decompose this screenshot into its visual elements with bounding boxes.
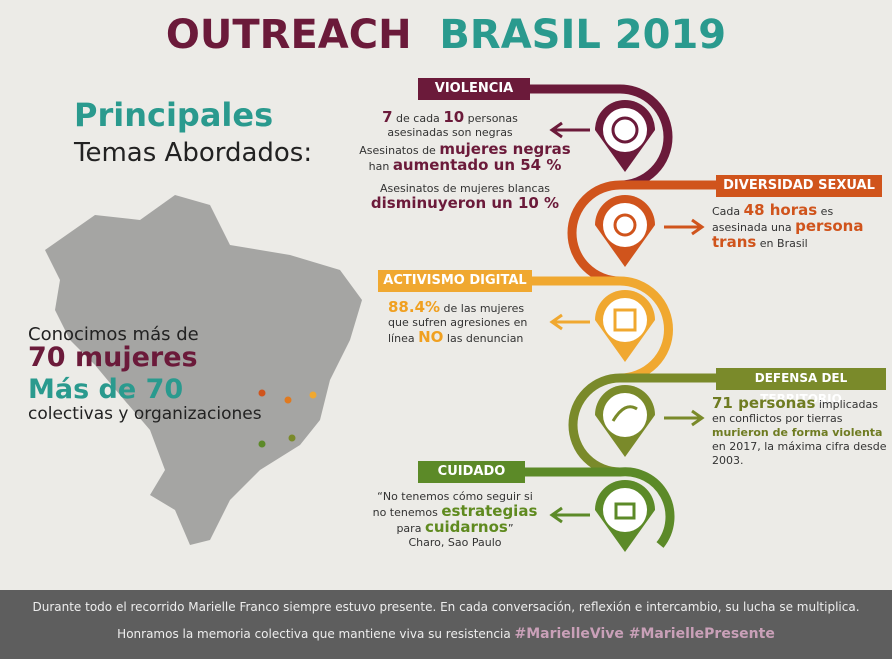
text-part: han — [368, 160, 393, 173]
title-part: OUTREACH — [165, 12, 412, 58]
text-part: estrategias — [441, 502, 538, 520]
path-segment — [568, 373, 716, 477]
topic-text: 88.4% de las mujeres que sufren agresion… — [388, 300, 538, 346]
topic-text: Asesinatos de mujeres negras han aumenta… — [350, 142, 580, 174]
topic-text: “No tenemos cómo seguir si no tenemos es… — [370, 490, 540, 550]
text-part: implicadas en conflictos por tierras — [712, 398, 878, 425]
map-dot — [284, 396, 292, 404]
text-part: para — [396, 522, 425, 535]
stat-collectives: Más de 70 — [28, 374, 184, 405]
topic-text: Cada 48 horas es asesinada una persona t… — [712, 203, 887, 251]
path — [525, 84, 716, 548]
text-part: aumentado un 54 % — [392, 156, 562, 174]
text-part: 7 — [382, 108, 393, 126]
heading: Principales — [74, 96, 274, 134]
map-dot — [258, 440, 266, 448]
topic-label: ACTIVISMO DIGITAL — [383, 273, 527, 288]
text-part: en Brasil — [756, 237, 808, 250]
map-dot — [258, 389, 266, 397]
subheading: Temas Abordados: — [74, 138, 313, 168]
pin — [595, 385, 655, 457]
text-part: ” — [507, 522, 514, 535]
text-part: Asesinatos de mujeres blancas — [379, 182, 551, 195]
arrows — [549, 121, 705, 524]
text-part: murieron de forma violenta — [712, 426, 883, 439]
topic-label: DIVERSIDAD SEXUAL — [723, 178, 875, 193]
path-segment — [525, 467, 675, 548]
path-segment — [530, 84, 673, 190]
title-part: BRASIL 2019 — [439, 12, 727, 58]
stat-women: 70 mujeres — [28, 342, 198, 373]
text-part: persona trans — [712, 217, 864, 251]
text-part: de cada — [392, 112, 444, 125]
text-part: Cada — [712, 205, 744, 218]
text-part: en 2017, la máxima cifra desde 2003. — [712, 440, 887, 467]
text-part: de las mujeres que sufren agresiones en … — [388, 302, 528, 345]
text-part: disminuyeron un 10 % — [370, 194, 560, 212]
topic-text: Asesinatos de mujeres blancas disminuyero… — [360, 182, 570, 212]
text-part: 10 — [443, 108, 465, 126]
map-dot — [309, 391, 317, 399]
footer-text: Honramos la memoria colectiva que mantie… — [117, 627, 515, 641]
stat-collectives-text: colectivas y organizaciones — [28, 404, 262, 424]
pins — [595, 100, 655, 552]
text-part: 88.4% — [388, 298, 441, 316]
topic-label: CUIDADO — [437, 464, 506, 479]
text-part: 71 personas — [712, 394, 816, 412]
text-part: Charo, Sao Paulo — [408, 536, 502, 549]
pin — [595, 480, 655, 552]
pin — [595, 290, 655, 362]
path-segment — [567, 180, 716, 286]
topic-label: VIOLENCIA — [434, 81, 514, 96]
stat-intro: Conocimos más de — [28, 324, 199, 345]
footer-band — [0, 590, 892, 659]
text-part: las denuncian — [443, 332, 524, 345]
topic-text: 71 personas implicadas en conflictos por… — [712, 396, 887, 468]
footer-line: Honramos la memoria colectiva que mantie… — [0, 626, 892, 642]
title: OUTREACH BRASIL 2019 — [0, 12, 892, 58]
text-part: cuidarnos — [424, 518, 508, 536]
text-part: “No tenemos cómo seguir si no tenemos — [372, 490, 533, 519]
map-dot — [288, 434, 296, 442]
topic-text: 7 de cada 10 personas asesinadas son neg… — [360, 110, 540, 140]
text-part: 48 horas — [743, 201, 818, 219]
topic-label: DEFENSA DEL TERRITORIO — [754, 371, 848, 406]
pin — [595, 195, 655, 267]
text-part: Asesinatos de — [359, 144, 440, 157]
footer-line: Durante todo el recorrido Marielle Franc… — [32, 600, 860, 614]
text-part: es asesinada una — [712, 205, 834, 234]
text-part: personas asesinadas son negras — [387, 112, 518, 139]
hashtags: #MarielleVive #MariellePresente — [514, 626, 775, 642]
pin — [595, 100, 655, 172]
brazil-map — [45, 195, 362, 545]
text-part: NO — [418, 328, 444, 346]
path-segment — [532, 276, 673, 383]
text-part: mujeres negras — [439, 140, 571, 158]
